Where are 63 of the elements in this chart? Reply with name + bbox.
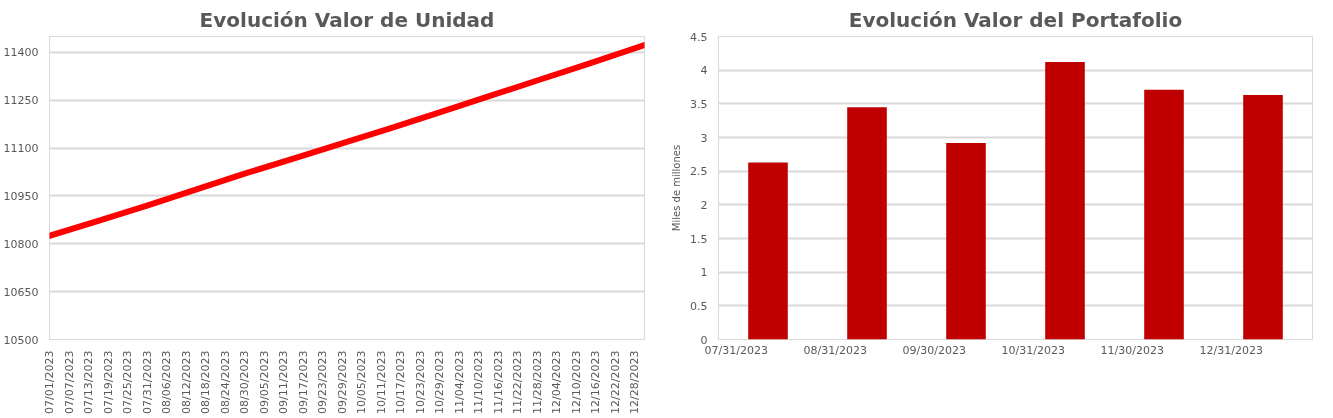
x-tick-label: 10/29/2023 [433,350,447,414]
y-axis-title: Miles de millones [671,144,683,232]
bar [946,142,986,340]
x-tick-label: 12/22/2023 [608,350,622,414]
x-tick-label: 07/31/2023 [140,350,154,414]
y-tick-label: 11100 [3,142,39,156]
x-tick-label: 08/18/2023 [199,350,213,414]
y-tick-label: 10500 [3,333,39,347]
bar [847,107,887,340]
y-tick-label: 11250 [3,94,39,108]
y-tick-label: 4 [700,64,708,78]
x-tick-label: 11/10/2023 [472,350,486,414]
x-tick-label: 08/30/2023 [238,350,252,414]
x-tick-label: 08/24/2023 [218,350,232,414]
x-tick-label: 08/12/2023 [179,350,193,414]
y-tick-label: 1 [700,266,708,280]
x-tick-label: 09/30/2023 [902,344,967,357]
y-tick-label: 10950 [3,189,39,203]
x-tick-label: 07/13/2023 [82,350,96,414]
y-tick-label: 3.5 [690,97,708,111]
y-tick-label: 11400 [3,46,39,60]
x-tick-label: 11/16/2023 [491,350,505,414]
bar [1144,89,1184,340]
y-tick-label: 3 [700,131,708,145]
x-tick-label: 08/31/2023 [803,344,868,357]
y-tick-label: 0 [700,333,708,347]
y-tick-label: 4.5 [690,30,708,44]
x-tick-label: 09/05/2023 [257,350,271,414]
x-tick-label: 09/29/2023 [335,350,349,414]
x-tick-label: 12/28/2023 [628,350,642,414]
x-tick-label: 12/31/2023 [1199,344,1264,357]
x-tick-label: 10/31/2023 [1001,344,1066,357]
x-tick-label: 07/31/2023 [704,344,769,357]
chart-title: Evolución Valor de Unidad [199,7,495,32]
x-tick-label: 12/10/2023 [569,350,583,414]
x-tick-label: 09/23/2023 [316,350,330,414]
bar [1243,95,1283,340]
y-tick-label: 2 [700,198,708,212]
x-tick-label: 07/25/2023 [121,350,135,414]
x-tick-label: 12/16/2023 [589,350,603,414]
x-tick-label: 11/30/2023 [1100,344,1165,357]
chart-title: Evolución Valor del Portafolio [848,7,1183,32]
x-tick-label: 08/06/2023 [160,350,174,414]
x-tick-label: 07/19/2023 [101,350,115,414]
x-tick-label: 10/23/2023 [413,350,427,414]
x-tick-label: 11/22/2023 [511,350,525,414]
y-tick-label: 10650 [3,285,39,299]
y-tick-label: 2.5 [690,165,708,179]
x-tick-label: 10/11/2023 [374,350,388,414]
x-tick-label: 11/28/2023 [530,350,544,414]
x-tick-label: 07/01/2023 [43,350,56,414]
bar [748,162,788,340]
x-tick-label: 09/11/2023 [277,350,291,414]
x-tick-label: 09/17/2023 [296,350,310,414]
x-tick-label: 07/07/2023 [62,350,76,414]
x-tick-label: 10/05/2023 [355,350,369,414]
y-tick-label: 0.5 [690,299,708,313]
y-tick-label: 1.5 [690,232,708,246]
y-tick-label: 10800 [3,237,39,251]
x-tick-label: 12/04/2023 [550,350,564,414]
x-tick-label: 11/04/2023 [452,350,466,414]
x-tick-label: 10/17/2023 [394,350,408,414]
bar [1045,62,1085,340]
